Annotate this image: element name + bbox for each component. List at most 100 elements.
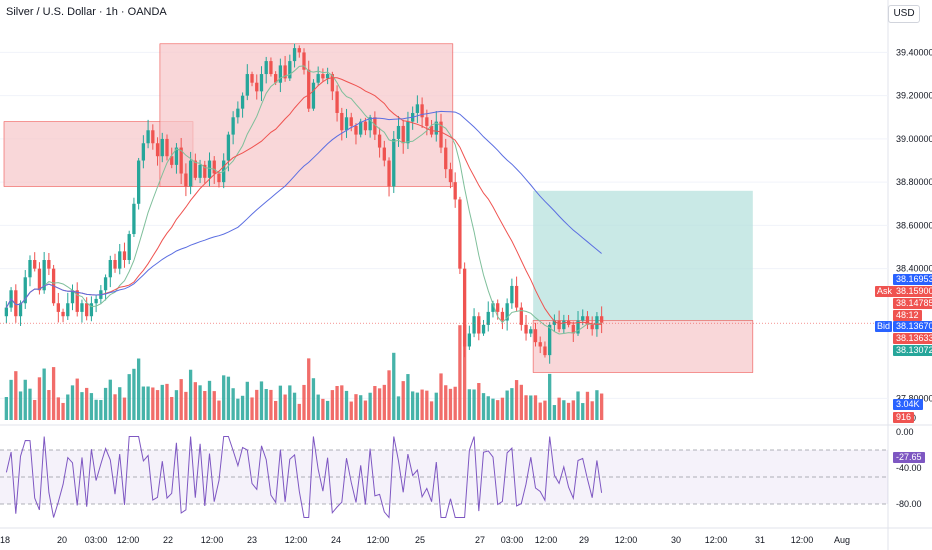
candle-body-118 bbox=[562, 320, 566, 330]
candle-body-92 bbox=[439, 121, 443, 148]
volume-bar-33 bbox=[160, 384, 164, 420]
volume-bar-114 bbox=[543, 400, 547, 420]
time-tick-0: 18 bbox=[0, 535, 10, 545]
candle-body-29 bbox=[141, 143, 146, 161]
volume-bar-107 bbox=[510, 388, 514, 420]
candle-body-27 bbox=[132, 203, 136, 235]
candle-body-112 bbox=[533, 329, 538, 343]
candle-body-110 bbox=[524, 324, 528, 334]
volume-bar-55 bbox=[264, 389, 268, 420]
ask-tag: Ask bbox=[875, 286, 895, 297]
time-tick-17: 12:00 bbox=[705, 535, 728, 545]
volume-bar-112 bbox=[533, 395, 538, 420]
candle-body-85 bbox=[406, 121, 410, 144]
candle-body-47 bbox=[226, 134, 231, 161]
time-tick-16: 30 bbox=[671, 535, 681, 545]
candle-body-57 bbox=[274, 74, 278, 83]
volume-bar-124 bbox=[590, 401, 594, 420]
candle-body-102 bbox=[486, 311, 490, 325]
chart-title: Silver / U.S. Dollar · 1h · OANDA bbox=[6, 6, 167, 18]
time-tick-11: 27 bbox=[475, 535, 485, 545]
candle-body-30 bbox=[146, 130, 150, 144]
candle-body-58 bbox=[278, 65, 283, 83]
volume-bar-122 bbox=[581, 403, 585, 420]
volume-bar-121 bbox=[576, 391, 580, 420]
volume-bar-115 bbox=[548, 373, 552, 420]
price-label-2: 38.13633 bbox=[893, 333, 932, 344]
price-tick-0: 39.40000 bbox=[896, 47, 932, 57]
candle-body-66 bbox=[316, 74, 320, 83]
volume-bar-76 bbox=[363, 400, 368, 420]
candle-body-49 bbox=[236, 108, 240, 118]
currency-button[interactable]: USD bbox=[888, 5, 920, 23]
candle-body-114 bbox=[543, 346, 547, 356]
volume-bar-10 bbox=[51, 367, 56, 420]
volume-bar-63 bbox=[302, 384, 306, 420]
volume-bar-37 bbox=[179, 379, 183, 420]
bid-tag: Bid bbox=[875, 321, 893, 332]
candle-body-121 bbox=[576, 320, 580, 334]
volume-bar-117 bbox=[557, 397, 561, 420]
price-tick-3: 38.80000 bbox=[896, 177, 932, 187]
candle-body-60 bbox=[288, 61, 292, 79]
volume-bar-113 bbox=[538, 402, 542, 420]
volume-bar-108 bbox=[514, 380, 519, 420]
candle-body-94 bbox=[448, 169, 453, 183]
volume-bar-47 bbox=[226, 376, 231, 420]
volume-bar-41 bbox=[198, 385, 202, 420]
moving-average-1 bbox=[5, 77, 602, 325]
volume-bar-74 bbox=[354, 394, 358, 420]
candle-body-83 bbox=[396, 125, 401, 139]
candle-body-9 bbox=[47, 260, 51, 269]
volume-bar-6 bbox=[33, 399, 37, 420]
candle-body-63 bbox=[302, 52, 306, 70]
candle-body-126 bbox=[599, 316, 604, 323]
candle-body-8 bbox=[42, 260, 46, 291]
candle-body-120 bbox=[571, 324, 575, 334]
volume-bar-92 bbox=[439, 373, 443, 420]
volume-bar-12 bbox=[61, 402, 65, 420]
candle-body-74 bbox=[354, 125, 358, 135]
candle-body-116 bbox=[552, 320, 557, 325]
volume-bar-81 bbox=[387, 370, 391, 420]
volume-bar-111 bbox=[529, 395, 533, 420]
candle-body-34 bbox=[165, 138, 169, 157]
volume-bar-30 bbox=[146, 386, 150, 420]
time-tick-10: 25 bbox=[415, 535, 425, 545]
candle-body-24 bbox=[118, 251, 122, 269]
candle-body-122 bbox=[581, 316, 585, 321]
volume-bar-95 bbox=[453, 386, 457, 420]
volume-bar-101 bbox=[481, 393, 486, 420]
volume-bar-20 bbox=[99, 400, 103, 420]
candle-body-98 bbox=[467, 333, 472, 347]
candle-body-18 bbox=[89, 303, 94, 317]
candle-body-42 bbox=[203, 164, 207, 178]
candle-body-43 bbox=[207, 160, 212, 178]
candle-body-22 bbox=[108, 260, 112, 278]
volume-bar-100 bbox=[477, 383, 481, 420]
candle-body-100 bbox=[477, 316, 481, 334]
volume-bar-69 bbox=[330, 390, 334, 420]
volume-bar-36 bbox=[174, 390, 179, 420]
volume-bar-27 bbox=[132, 368, 136, 420]
candle-body-67 bbox=[321, 74, 325, 79]
volume-bar-102 bbox=[486, 396, 490, 420]
candle-body-52 bbox=[250, 74, 254, 83]
candle-body-16 bbox=[80, 303, 84, 312]
volume-bar-99 bbox=[472, 389, 476, 420]
candle-body-87 bbox=[415, 104, 420, 113]
volume-bar-106 bbox=[505, 390, 509, 420]
volume-bar-39 bbox=[188, 369, 193, 420]
candle-body-81 bbox=[387, 160, 391, 187]
candle-body-103 bbox=[491, 303, 495, 312]
candle-body-80 bbox=[382, 147, 386, 161]
time-tick-12: 03:00 bbox=[501, 535, 524, 545]
volume-bar-51 bbox=[245, 381, 249, 420]
volume-bar-75 bbox=[359, 395, 363, 420]
volume-bar-34 bbox=[165, 383, 169, 420]
rsi-tick-2: -80.00 bbox=[896, 499, 922, 509]
volume-bar-116 bbox=[552, 405, 557, 420]
volume-bar-120 bbox=[571, 400, 575, 420]
